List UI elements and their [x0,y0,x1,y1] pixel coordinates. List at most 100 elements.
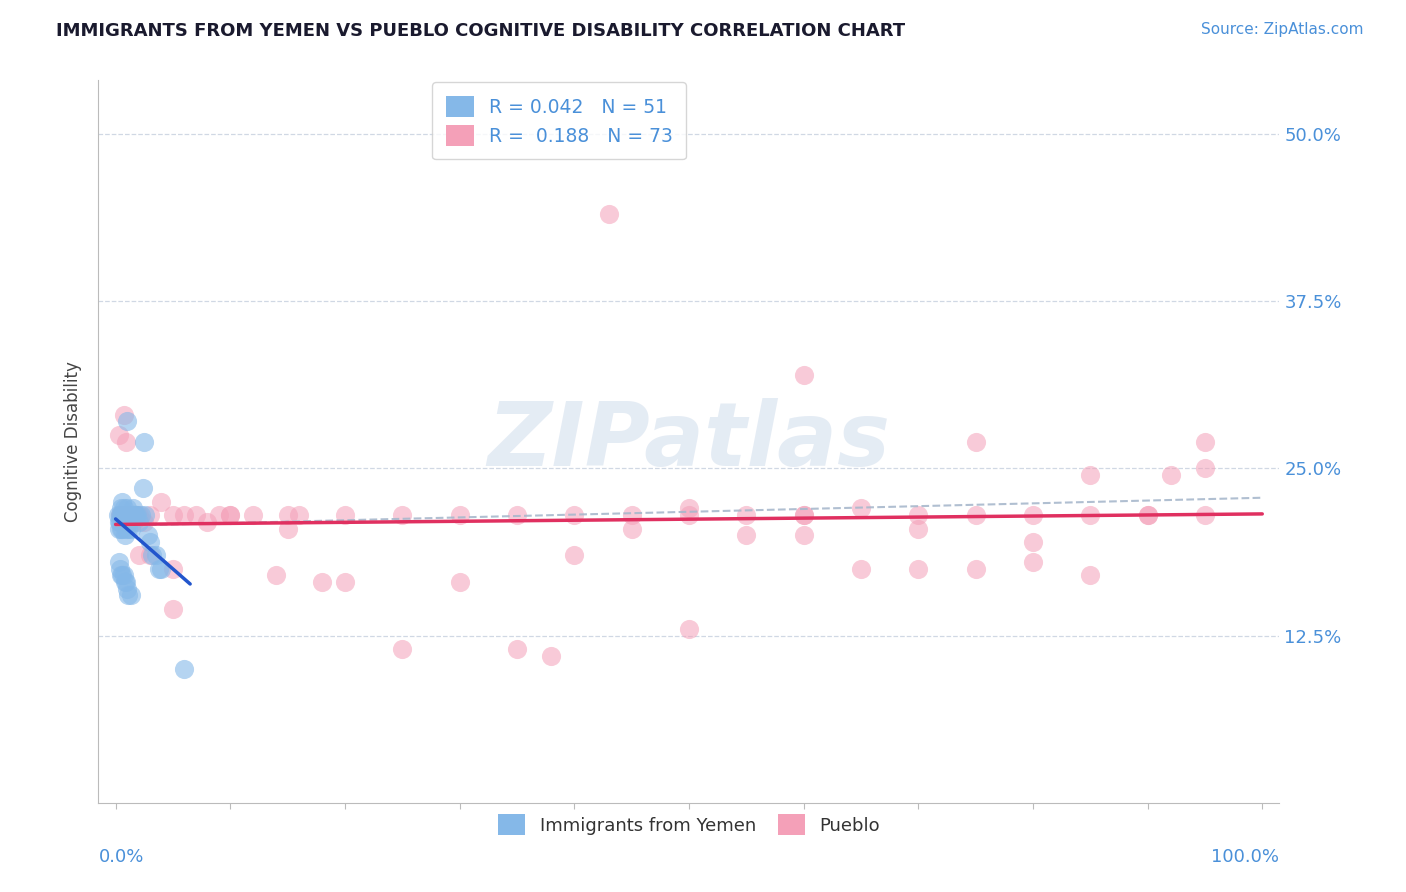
Point [115,521,138,535]
Point [115,414,138,429]
Point [965,508,987,523]
Point [112,501,135,516]
Point [264,568,287,582]
Point [108,427,131,442]
Point [620,508,643,523]
Point [121,515,143,529]
Point [506,642,529,657]
Point [139,508,162,523]
Point [449,575,471,590]
Point [195,515,218,529]
Point [127,508,149,523]
Point [115,508,138,523]
Point [112,408,135,422]
Point [117,521,139,535]
Point [108,515,131,529]
Point [120,521,142,535]
Point [129,508,152,523]
Point [139,534,162,549]
Point [506,508,529,523]
Point [118,508,141,523]
Point [162,508,184,523]
Point [333,508,356,523]
Point [117,508,139,523]
Point [145,548,167,563]
Point [173,662,195,676]
Point [1194,434,1216,449]
Point [108,508,131,523]
Point [184,508,207,523]
Point [620,521,643,535]
Point [333,575,356,590]
Point [1078,467,1101,482]
Point [111,568,134,582]
Point [115,515,138,529]
Point [907,521,929,535]
Point [125,508,148,523]
Point [907,508,929,523]
Text: Source: ZipAtlas.com: Source: ZipAtlas.com [1201,22,1364,37]
Point [1078,568,1101,582]
Point [110,568,132,582]
Point [134,434,156,449]
Point [118,508,141,523]
Point [219,508,242,523]
Point [141,548,163,563]
Point [1160,467,1182,482]
Point [128,508,150,523]
Point [540,648,562,663]
Point [132,482,155,496]
Point [112,515,135,529]
Point [849,562,872,576]
Point [208,508,231,523]
Point [1194,461,1216,475]
Point [1194,508,1216,523]
Point [173,508,195,523]
Point [162,562,184,576]
Point [562,508,585,523]
Point [965,434,987,449]
Point [117,508,139,523]
Point [107,508,129,523]
Point [735,528,758,542]
Y-axis label: Cognitive Disability: Cognitive Disability [65,361,83,522]
Point [1022,508,1045,523]
Point [735,508,758,523]
Point [110,501,132,516]
Point [1022,555,1045,569]
Point [122,508,145,523]
Point [112,568,135,582]
Point [678,622,700,636]
Point [122,515,145,529]
Legend: Immigrants from Yemen, Pueblo: Immigrants from Yemen, Pueblo [489,805,889,845]
Point [114,508,136,523]
Text: IMMIGRANTS FROM YEMEN VS PUEBLO COGNITIVE DISABILITY CORRELATION CHART: IMMIGRANTS FROM YEMEN VS PUEBLO COGNITIV… [56,22,905,40]
Point [391,642,413,657]
Point [108,555,131,569]
Point [118,515,141,529]
Text: 0.0%: 0.0% [98,847,143,865]
Point [115,508,138,523]
Point [136,528,159,542]
Point [108,562,131,576]
Point [219,508,242,523]
Point [965,562,987,576]
Point [678,501,700,516]
Point [124,508,146,523]
Point [111,521,134,535]
Point [111,494,134,508]
Point [1136,508,1159,523]
Point [125,508,148,523]
Point [598,207,620,221]
Point [115,582,138,596]
Point [110,508,132,523]
Point [1022,534,1045,549]
Point [128,515,150,529]
Point [110,508,132,523]
Point [115,501,138,516]
Point [793,368,815,382]
Point [121,508,143,523]
Point [111,508,134,523]
Point [117,589,139,603]
Point [148,562,170,576]
